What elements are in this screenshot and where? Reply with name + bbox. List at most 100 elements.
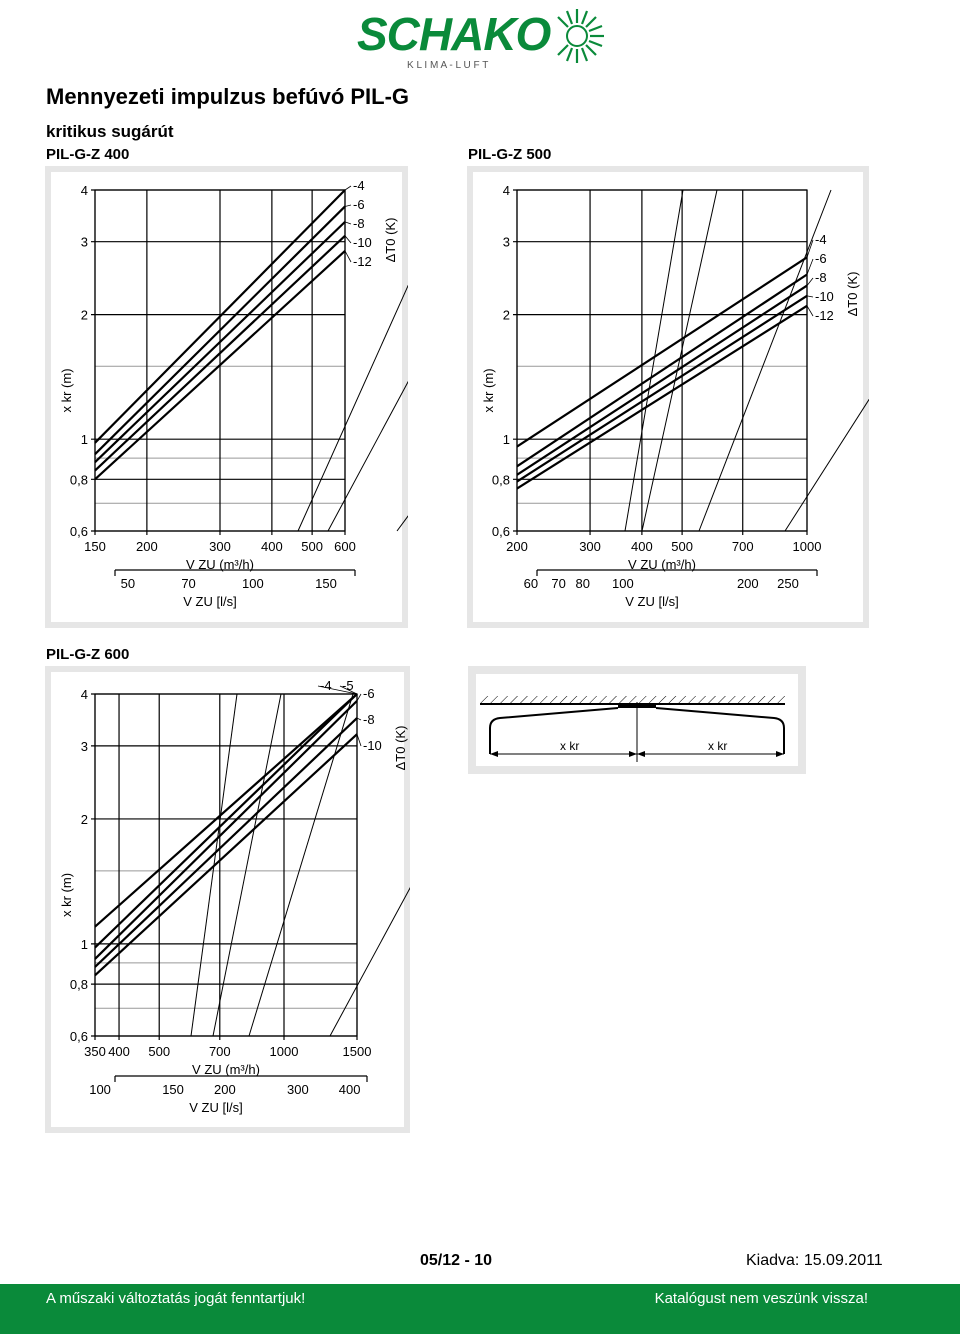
y-tick-label: 0,8 (70, 472, 88, 487)
arrow-right-outer (776, 751, 784, 757)
y-tick-label: 4 (81, 687, 88, 702)
y-tick-label: 2 (81, 812, 88, 827)
legend-title: ΔT0 (K) (845, 272, 860, 317)
y-tick-label: 2 (503, 308, 510, 323)
series-leader (344, 221, 352, 225)
x-tick-label: 500 (301, 539, 323, 554)
arrow-left-outer (490, 751, 498, 757)
series-label: -12 (353, 254, 372, 269)
x-tick-label: 1000 (793, 539, 822, 554)
x2-tick-label: 50 (121, 576, 135, 591)
series-line (94, 189, 346, 444)
gridline-v-minor (396, 515, 408, 532)
x-tick-label: 1500 (343, 1044, 372, 1059)
x-tick-label: 150 (84, 539, 106, 554)
x-tick-label: 700 (209, 1044, 231, 1059)
y-tick-label: 0,6 (492, 524, 510, 539)
y-tick-label: 0,6 (70, 1029, 88, 1044)
chart-panel-500 (467, 166, 869, 628)
x-axis-label: V ZU (m³/h) (192, 1062, 260, 1077)
series-leader (806, 305, 814, 317)
y-axis-label: x kr (m) (59, 873, 74, 917)
series-label: -8 (363, 712, 375, 727)
page-subtitle: kritikus sugárút (46, 122, 174, 141)
y-tick-label: 3 (81, 235, 88, 250)
series-line (94, 733, 358, 977)
series-label: -8 (353, 216, 365, 231)
x2-axis-label: V ZU [l/s] (183, 594, 236, 609)
y-tick-label: 0,6 (70, 524, 88, 539)
y-tick-label: 0,8 (492, 472, 510, 487)
series-leader (356, 734, 362, 747)
chart-panel-600 (45, 666, 410, 1133)
logo-wordmark: SCHAKO (357, 8, 552, 60)
x-tick-label: 400 (631, 539, 653, 554)
y-tick-label: 3 (503, 235, 510, 250)
series-line (516, 294, 808, 483)
x-axis-label: V ZU (m³/h) (628, 557, 696, 572)
legend-title: ΔT0 (K) (383, 218, 398, 263)
x-tick-label: 500 (148, 1044, 170, 1059)
series-line (94, 221, 346, 463)
x-tick-label: 350 (84, 1044, 106, 1059)
logo-sun-icon (557, 9, 604, 63)
series-leader (806, 295, 814, 298)
y-tick-label: 4 (81, 183, 88, 198)
chart-title-600: PIL-G-Z 600 (46, 646, 130, 663)
footer-right-note: Katalógust nem veszünk vissza! (654, 1290, 868, 1307)
x-tick-label: 600 (334, 539, 356, 554)
x2-tick-label: 150 (315, 576, 337, 591)
x2-tick-label: 100 (242, 576, 264, 591)
left-airflow-curve (489, 707, 619, 754)
series-leader (339, 685, 358, 695)
series-label: -12 (815, 308, 834, 323)
chart-title-400: PIL-G-Z 400 (46, 146, 130, 163)
gridline-v-minor (212, 693, 282, 1037)
right-airflow-curve (655, 707, 785, 754)
x2-tick-label: 250 (777, 576, 799, 591)
x2-tick-label: 200 (214, 1082, 236, 1097)
y-tick-label: 1 (81, 937, 88, 952)
schako-logo: SCHAKO K L I M A - L U F T (357, 8, 604, 70)
series-line (516, 256, 808, 448)
x2-axis-label: V ZU [l/s] (625, 594, 678, 609)
throw-label-left: x kr (560, 739, 579, 753)
y-tick-label: 0,8 (70, 977, 88, 992)
arrow-right-inner (637, 751, 645, 757)
series-leader (317, 685, 358, 695)
gridline-v-minor (248, 693, 354, 1037)
series-leader (806, 239, 814, 258)
series-label: -6 (353, 197, 365, 212)
x-tick-label: 700 (732, 539, 754, 554)
series-label: -4 (815, 232, 827, 247)
y-tick-label: 2 (81, 308, 88, 323)
throw-label-right: x kr (708, 739, 727, 753)
x2-tick-label: 400 (339, 1082, 361, 1097)
x-tick-label: 1000 (270, 1044, 299, 1059)
x-tick-label: 500 (671, 539, 693, 554)
legend-title: ΔT0 (K) (393, 726, 408, 771)
series-label: -4 (353, 178, 365, 193)
gridline-v-minor (641, 189, 718, 532)
x2-tick-label: 100 (612, 576, 634, 591)
series-leader (806, 258, 814, 275)
x2-tick-label: 60 (524, 576, 538, 591)
series-leader (344, 235, 352, 244)
x2-tick-label: 70 (181, 576, 195, 591)
footer-left-note: A műszaki változtatás jogát fenntartjuk! (46, 1290, 306, 1307)
x2-tick-label: 300 (287, 1082, 309, 1097)
series-label: -10 (815, 289, 834, 304)
series-leader (806, 277, 814, 286)
page-title: Mennyezeti impulzus befúvó PIL-G (46, 84, 410, 109)
series-leader (356, 717, 362, 721)
arrow-left-inner (629, 751, 637, 757)
plot-border (516, 189, 808, 532)
series-line (94, 700, 358, 960)
series-leader (344, 204, 352, 207)
gridline-v-minor (297, 284, 408, 532)
x2-tick-label: 100 (89, 1082, 111, 1097)
chart-panel-400 (45, 166, 408, 628)
